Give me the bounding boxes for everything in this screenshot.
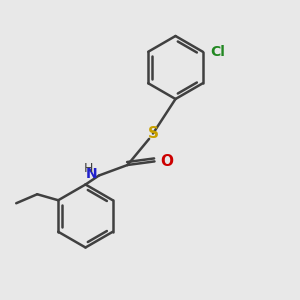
Text: Cl: Cl bbox=[210, 45, 225, 59]
Text: O: O bbox=[160, 154, 173, 169]
Text: H: H bbox=[84, 162, 93, 176]
Text: N: N bbox=[86, 167, 98, 181]
Text: S: S bbox=[148, 126, 158, 141]
